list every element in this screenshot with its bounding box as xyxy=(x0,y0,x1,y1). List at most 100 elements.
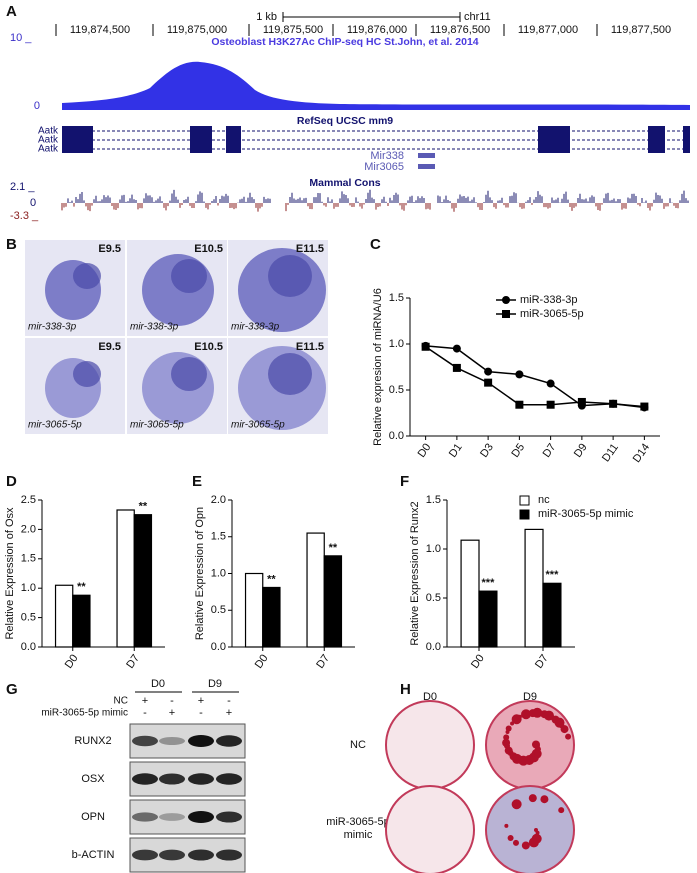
x-tick-label: D7 xyxy=(314,653,332,671)
bar xyxy=(460,539,480,648)
protein-label: RUNX2 xyxy=(74,735,111,747)
nodule xyxy=(517,714,522,719)
day-label: D9 xyxy=(523,691,537,703)
well xyxy=(485,785,575,873)
exon xyxy=(648,126,665,153)
band xyxy=(216,849,242,861)
ruler-label: 119,875,500 xyxy=(263,24,323,36)
x-tick-label: D14 xyxy=(631,442,652,465)
exon xyxy=(62,126,93,153)
nodule xyxy=(512,753,523,764)
band xyxy=(188,773,214,785)
probe-label: mir-338-3p xyxy=(231,322,280,333)
chart: 0.0 0.5 1.0 1.5 Relative Expression of Runx2… xyxy=(409,494,634,671)
nodule xyxy=(530,756,535,761)
marker xyxy=(515,370,524,379)
ruler-label: 119,876,500 xyxy=(430,24,490,36)
bar xyxy=(54,584,74,648)
marker xyxy=(640,402,649,411)
gene-label: Aatk xyxy=(38,135,59,146)
nodule xyxy=(511,799,522,810)
nodule xyxy=(534,750,541,757)
x-tick-label: D0 xyxy=(253,653,271,671)
nodule xyxy=(503,734,510,741)
band xyxy=(188,849,214,861)
sign: - xyxy=(199,707,203,719)
x-tick-label: D0 xyxy=(416,442,434,460)
chart: 0.0 0.5 1.0 1.5 2.0 Relative Expression of Op… xyxy=(194,494,355,671)
stage-label: E11.5 xyxy=(296,341,324,353)
exon xyxy=(538,126,570,153)
y-tick-label: 1.5 xyxy=(211,531,226,543)
well xyxy=(385,785,475,873)
nodule xyxy=(521,709,532,720)
cons-min: -3.3 _ xyxy=(10,210,39,222)
ruler-label: 119,874,500 xyxy=(70,24,130,36)
bar xyxy=(72,594,91,648)
marker xyxy=(577,397,586,406)
chip-title: Osteoblast H3K27Ac ChIP-seq HC St.John, … xyxy=(211,36,478,48)
bar xyxy=(478,590,498,648)
embryo-head xyxy=(268,353,312,395)
band xyxy=(188,811,214,823)
ruler-label: 119,875,000 xyxy=(167,24,227,36)
marker xyxy=(452,363,461,372)
bar xyxy=(244,572,264,648)
probe-label: mir-3065-5p xyxy=(130,420,184,431)
band xyxy=(132,773,158,785)
sign: - xyxy=(227,695,231,707)
sign: + xyxy=(198,695,204,707)
mir-box xyxy=(418,164,435,169)
probe-label: mir-338-3p xyxy=(130,322,179,333)
sign: + xyxy=(169,707,175,719)
y-tick-label: 2.0 xyxy=(211,494,226,506)
legend-marker xyxy=(502,310,510,318)
nodule xyxy=(558,807,565,814)
x-tick-label: D0 xyxy=(63,653,81,671)
bar xyxy=(133,514,153,648)
cons-zero: 0 xyxy=(30,197,36,209)
y-tick-label: 0.5 xyxy=(389,384,404,396)
chip-max: 10 _ xyxy=(10,32,32,44)
stage-label: E10.5 xyxy=(194,243,223,255)
row-label: miR-3065-5p xyxy=(326,816,390,828)
probe-label: mir-3065-5p xyxy=(28,420,82,431)
band xyxy=(132,735,158,747)
x-tick-label: D1 xyxy=(447,442,465,460)
bar xyxy=(116,509,135,648)
y-tick-label: 2.5 xyxy=(21,494,36,506)
band xyxy=(216,735,242,747)
nodule xyxy=(554,717,565,728)
chrom-label: chr11 xyxy=(464,11,491,23)
x-tick-label: D9 xyxy=(572,442,590,460)
y-tick-label: 1.5 xyxy=(426,494,441,506)
y-tick-label: 1.0 xyxy=(211,567,226,579)
protein-label: OSX xyxy=(81,773,105,785)
y-axis-label: Relative expresion of miRNA/U6 xyxy=(372,288,384,446)
y-tick-label: 1.5 xyxy=(389,292,404,304)
protein-label: b-ACTIN xyxy=(72,849,115,861)
nodule xyxy=(521,841,530,850)
significance: *** xyxy=(482,577,496,589)
legend-marker xyxy=(502,296,510,304)
nodule xyxy=(512,839,519,846)
chip-min: 0 xyxy=(34,100,40,112)
stage-label: E10.5 xyxy=(194,341,223,353)
y-tick-label: 0.0 xyxy=(426,641,441,653)
ruler-label: 119,877,500 xyxy=(611,24,671,36)
nodule xyxy=(528,837,539,848)
exon xyxy=(190,126,212,153)
gene-label: Aatk xyxy=(38,144,59,155)
panel-label: F xyxy=(400,473,409,490)
nodule xyxy=(507,835,514,842)
nodule xyxy=(528,794,537,803)
x-tick-label: D11 xyxy=(600,442,621,465)
gene-label: Aatk xyxy=(38,126,59,137)
x-tick-label: D3 xyxy=(478,442,496,460)
y-tick-label: 1.5 xyxy=(21,553,36,565)
embryo-head xyxy=(73,361,101,387)
significance: *** xyxy=(546,569,560,581)
marker xyxy=(515,400,524,409)
protein-label: OPN xyxy=(81,811,105,823)
